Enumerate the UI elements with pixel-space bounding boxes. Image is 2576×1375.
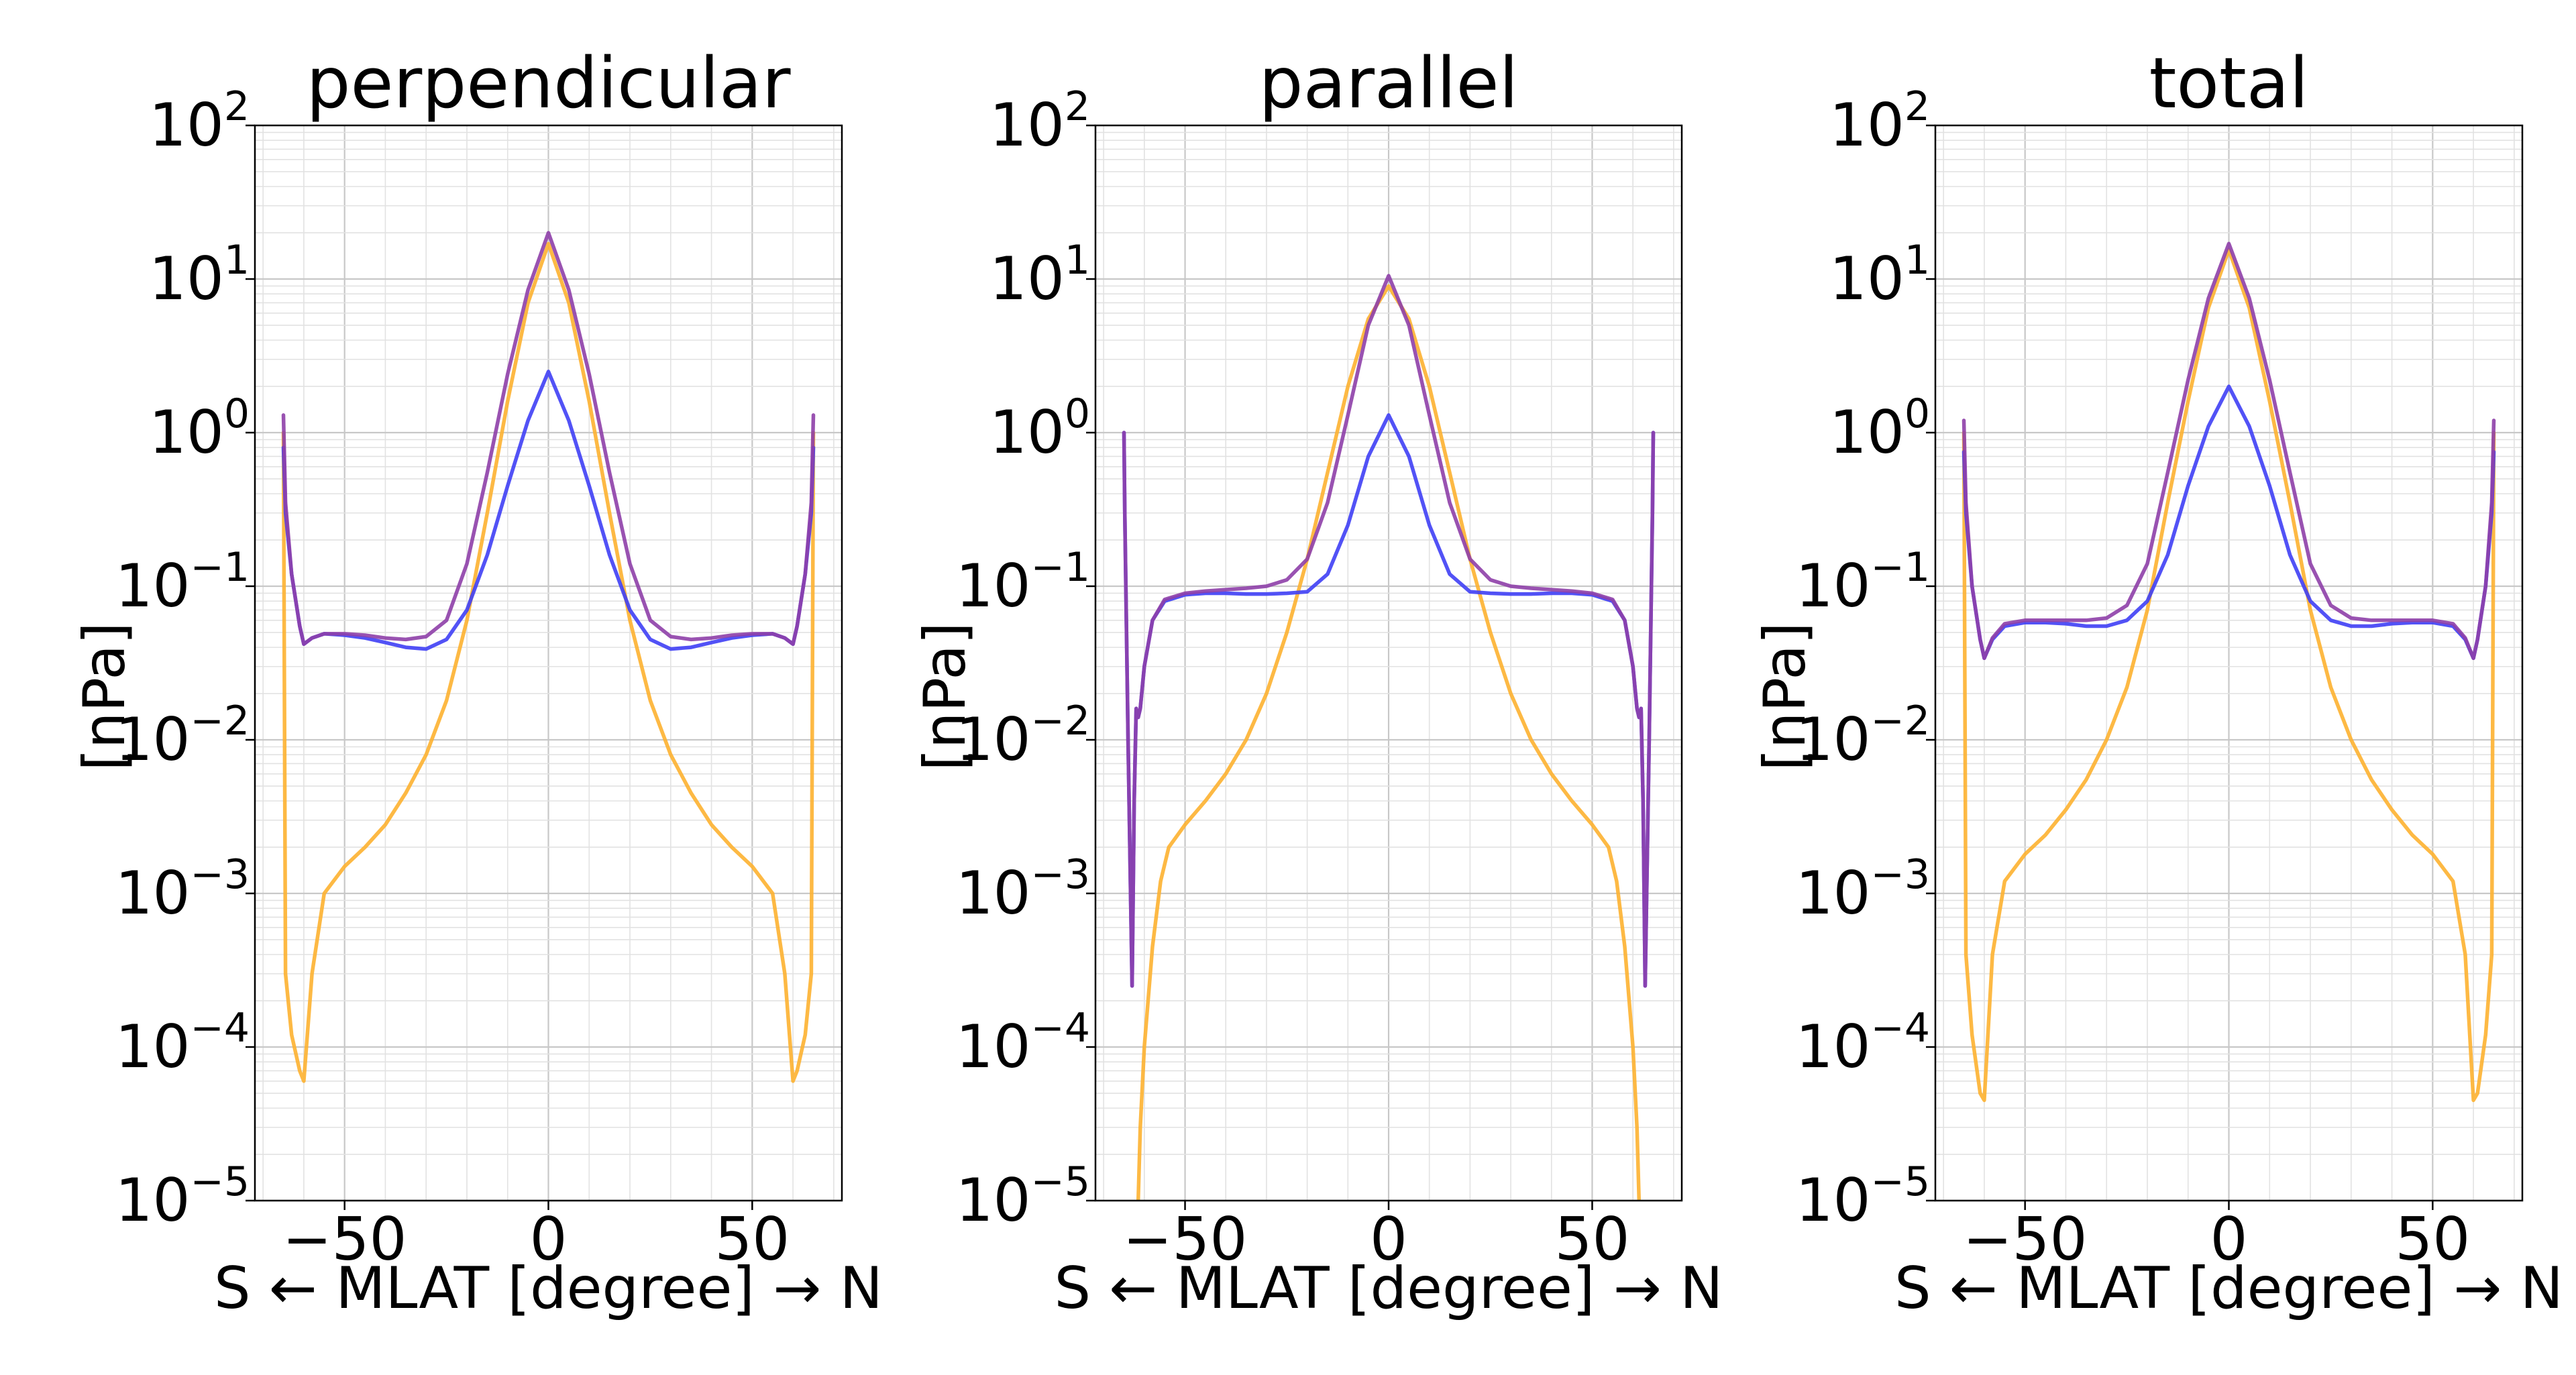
chart-panel-total: total −50 0 50 10−5 10−4 10−3 10−2 10−1 100 101 102… [1752, 42, 2563, 1322]
chart-title: total [2149, 42, 2309, 124]
y-tick-label: 10−3 [956, 851, 1090, 928]
x-tick-label: −50 [1123, 1205, 1248, 1274]
y-tick-label: 101 [989, 237, 1090, 313]
y-tick-label: 102 [149, 83, 250, 160]
y-axis-label: [nPa] [912, 622, 979, 771]
y-tick-label: 101 [1829, 237, 1930, 313]
x-tick-label: 0 [1370, 1205, 1407, 1274]
y-tick-label: 101 [149, 237, 250, 313]
x-tick-label: 0 [530, 1205, 568, 1274]
series-line-1 [281, 241, 816, 1083]
x-tick-label: 50 [714, 1205, 790, 1274]
series-line-1 [1136, 284, 1642, 1201]
y-tick-label: 10−4 [115, 1005, 250, 1081]
y-tick-label: 10−4 [1796, 1005, 1930, 1081]
chart-title: perpendicular [306, 42, 790, 124]
y-tick-label: 10−3 [115, 851, 250, 928]
chart-panel-parallel: parallel −50 0 50 10−5 10−4 10−3 10−2 10−1 100 101… [912, 42, 1723, 1322]
x-tick-label: 0 [2210, 1205, 2248, 1274]
y-tick-label: 10−1 [956, 544, 1090, 620]
y-tick-label: 10−4 [956, 1005, 1090, 1081]
y-tick-label: 10−2 [956, 698, 1090, 774]
y-tick-label: 10−2 [1796, 698, 1930, 774]
y-tick-label: 100 [989, 390, 1090, 467]
y-axis-label: [nPa] [71, 622, 138, 771]
x-tick-label: 50 [1554, 1205, 1629, 1274]
y-tick-label: 100 [1829, 390, 1930, 467]
y-tick-label: 10−5 [115, 1158, 250, 1235]
series-line-3 [1962, 241, 2496, 661]
y-tick-label: 10−3 [1796, 851, 1930, 928]
x-tick-label: −50 [1963, 1205, 2088, 1274]
series-line-3 [281, 231, 816, 647]
y-tick-label: 10−1 [1796, 544, 1930, 620]
y-tick-label: 10−2 [115, 698, 250, 774]
series-line-3 [1122, 274, 1656, 988]
y-tick-label: 10−1 [115, 544, 250, 620]
chart-panel-perpendicular: perpendicular −50 0 50 10−5 10−4 10−3 10−2 10−1 1… [71, 42, 883, 1322]
x-tick-label: −50 [282, 1205, 407, 1274]
y-tick-label: 102 [989, 83, 1090, 160]
y-axis-label: [nPa] [1752, 622, 1819, 771]
chart-title: parallel [1259, 42, 1519, 124]
y-tick-label: 10−5 [1796, 1158, 1930, 1235]
x-tick-label: 50 [2395, 1205, 2470, 1274]
y-tick-label: 10−5 [956, 1158, 1090, 1235]
y-tick-label: 102 [1829, 83, 1930, 160]
x-axis-label: S ← MLAT [degree] → N [1055, 1255, 1723, 1322]
series-line-1 [1962, 248, 2496, 1103]
y-tick-label: 100 [149, 390, 250, 467]
x-axis-label: S ← MLAT [degree] → N [1894, 1255, 2563, 1322]
x-axis-label: S ← MLAT [degree] → N [214, 1255, 883, 1322]
